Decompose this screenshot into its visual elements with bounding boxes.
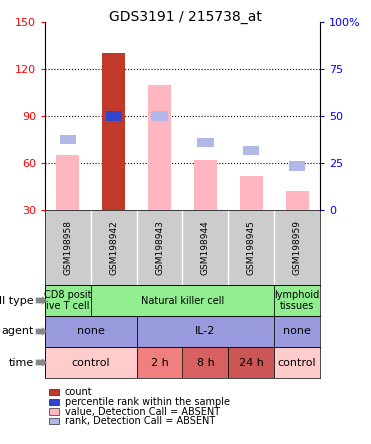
Bar — [56, 155, 79, 210]
Text: 2 h: 2 h — [151, 357, 168, 368]
Text: CD8 posit
ive T cell: CD8 posit ive T cell — [44, 289, 92, 311]
Text: cell type: cell type — [0, 296, 34, 305]
Bar — [45, 285, 91, 316]
Bar — [240, 175, 263, 210]
Bar — [105, 111, 122, 121]
Text: lymphoid
tissues: lymphoid tissues — [275, 289, 320, 311]
Bar — [60, 135, 76, 144]
Text: percentile rank within the sample: percentile rank within the sample — [65, 397, 230, 407]
Text: agent: agent — [1, 326, 34, 337]
Bar — [194, 160, 217, 210]
Text: time: time — [9, 357, 34, 368]
Bar — [228, 347, 274, 378]
Bar — [183, 347, 228, 378]
Text: GSM198943: GSM198943 — [155, 220, 164, 275]
Bar — [148, 85, 171, 210]
Text: 8 h: 8 h — [197, 357, 214, 368]
Bar — [243, 146, 259, 155]
Bar — [274, 316, 320, 347]
Bar — [151, 111, 168, 121]
Bar — [45, 347, 137, 378]
Bar — [274, 285, 320, 316]
Text: rank, Detection Call = ABSENT: rank, Detection Call = ABSENT — [65, 416, 215, 426]
Text: none: none — [77, 326, 105, 337]
Text: GSM198942: GSM198942 — [109, 220, 118, 275]
Bar — [274, 347, 320, 378]
Text: Natural killer cell: Natural killer cell — [141, 296, 224, 305]
Text: control: control — [278, 357, 316, 368]
Text: none: none — [283, 326, 311, 337]
Bar — [197, 138, 214, 147]
Bar — [137, 347, 183, 378]
Bar — [102, 53, 125, 210]
Text: GSM198958: GSM198958 — [63, 220, 72, 275]
Bar — [91, 285, 274, 316]
Text: GSM198944: GSM198944 — [201, 220, 210, 275]
Text: GDS3191 / 215738_at: GDS3191 / 215738_at — [109, 10, 262, 24]
Text: GSM198959: GSM198959 — [293, 220, 302, 275]
Text: 24 h: 24 h — [239, 357, 264, 368]
Bar — [289, 162, 305, 171]
Bar — [137, 316, 274, 347]
Bar — [286, 191, 309, 210]
Bar — [45, 316, 137, 347]
Text: count: count — [65, 387, 92, 397]
Text: value, Detection Call = ABSENT: value, Detection Call = ABSENT — [65, 407, 220, 416]
Text: GSM198945: GSM198945 — [247, 220, 256, 275]
Text: IL-2: IL-2 — [195, 326, 216, 337]
Text: control: control — [72, 357, 110, 368]
